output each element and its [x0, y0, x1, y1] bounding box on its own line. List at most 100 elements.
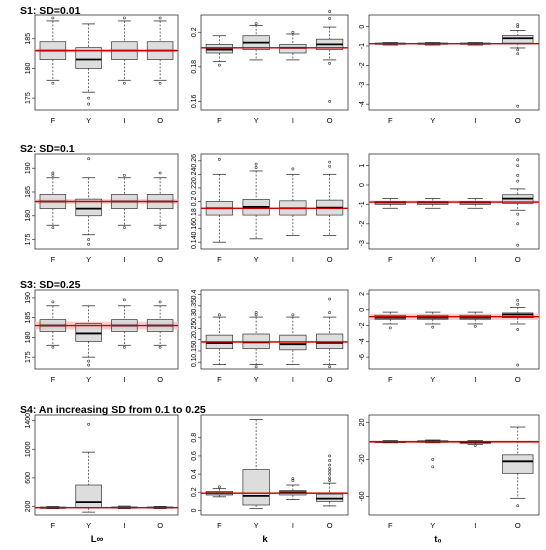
- outlier-4-0-0: [217, 158, 221, 161]
- y-tick-label-3-0: 175: [25, 234, 32, 246]
- y-tick-label-2-2: -2: [359, 62, 366, 68]
- outlier-7-1-1: [254, 311, 258, 314]
- y-tick-label-10-4: 0.8: [191, 433, 198, 443]
- category-label-9-0: F: [51, 521, 56, 530]
- y-tick-label-0-2: 185: [25, 33, 32, 45]
- category-label-10-2: I: [292, 521, 294, 530]
- y-tick-label-10-1: 0.2: [191, 487, 198, 497]
- column-label-k: k: [262, 534, 268, 545]
- outlier-11-1-0: [431, 458, 435, 461]
- category-label-7-3: O: [327, 375, 333, 384]
- category-label-5-2: I: [474, 255, 476, 264]
- outlier-3-1-1: [87, 238, 91, 241]
- y-tick-label-6-2: 185: [25, 312, 32, 324]
- y-tick-label-4-5: 0.24: [191, 167, 198, 181]
- outlier-6-3-1: [158, 345, 162, 349]
- y-tick-label-5-4: 1: [359, 164, 366, 168]
- category-label-11-3: O: [515, 521, 521, 530]
- category-label-3-1: Y: [86, 255, 91, 264]
- category-label-6-0: F: [51, 375, 56, 384]
- outlier-6-3-0: [158, 300, 162, 304]
- y-tick-label-0-1: 180: [25, 62, 32, 74]
- category-label-9-3: O: [157, 521, 163, 530]
- y-tick-label-10-0: 0: [191, 508, 198, 512]
- y-tick-label-5-1: -2: [359, 221, 366, 227]
- outlier-1-2-0: [291, 30, 295, 34]
- outlier-10-3-4: [328, 467, 332, 471]
- outlier-10-3-3: [328, 469, 332, 473]
- category-label-7-1: Y: [254, 375, 259, 384]
- category-label-5-0: F: [388, 255, 393, 264]
- y-tick-label-11-0: 20: [359, 418, 366, 426]
- outlier-0-0-1: [51, 81, 55, 85]
- outlier-0-2-0: [122, 16, 126, 20]
- outlier-7-1-2: [254, 365, 258, 369]
- category-label-10-3: O: [327, 521, 333, 530]
- category-label-8-3: O: [515, 375, 521, 384]
- outlier-10-2-0: [291, 479, 295, 482]
- outlier-1-3-2: [328, 61, 332, 65]
- outlier-10-3-6: [328, 459, 332, 462]
- category-label-9-1: Y: [86, 521, 91, 530]
- y-tick-label-0-0: 175: [25, 92, 32, 104]
- category-label-5-3: O: [515, 255, 521, 264]
- category-label-3-0: F: [51, 255, 56, 264]
- outlier-2-3-1: [516, 23, 520, 27]
- outlier-8-3-3: [516, 363, 520, 367]
- category-label-4-1: Y: [254, 255, 259, 264]
- row-title-s3: S3: SD=0.25: [20, 279, 81, 291]
- outlier-10-3-2: [328, 472, 332, 476]
- y-tick-label-3-3: 190: [25, 162, 32, 174]
- outlier-1-0-0: [217, 63, 221, 67]
- category-label-3-2: I: [123, 255, 125, 264]
- category-label-8-1: Y: [430, 375, 435, 384]
- panel-frame-8: [368, 289, 540, 370]
- y-tick-label-7-2: 0.2: [191, 335, 198, 345]
- outlier-10-3-0: [328, 479, 332, 482]
- box-0-1: [75, 47, 102, 69]
- outlier-0-1-0: [87, 96, 91, 100]
- y-tick-label-9-3: 1400: [25, 413, 32, 429]
- outlier-6-0-1: [51, 345, 55, 349]
- category-label-6-3: O: [157, 375, 163, 384]
- outlier-3-2-0: [122, 173, 126, 177]
- category-label-8-2: I: [474, 375, 476, 384]
- outlier-0-1-1: [87, 102, 91, 106]
- y-tick-label-5-2: -1: [359, 201, 366, 207]
- y-tick-label-2-3: -1: [359, 43, 366, 49]
- category-label-1-3: O: [327, 116, 333, 125]
- y-tick-label-3-2: 185: [25, 186, 32, 198]
- box-11-3: [502, 454, 534, 474]
- category-label-8-0: F: [388, 375, 393, 384]
- outlier-7-2-0: [291, 313, 295, 317]
- y-tick-label-5-0: -3: [359, 240, 366, 246]
- category-label-0-1: Y: [86, 116, 91, 125]
- outlier-0-0-0: [51, 16, 55, 20]
- y-tick-label-1-0: 0.16: [191, 94, 198, 108]
- box-10-1: [242, 469, 270, 506]
- outlier-1-3-3: [328, 99, 332, 103]
- outlier-5-3-4: [516, 212, 520, 216]
- outlier-10-2-1: [291, 477, 295, 481]
- y-tick-label-9-0: 200: [25, 500, 32, 512]
- outlier-10-3-7: [328, 454, 332, 458]
- y-tick-label-4-4: 0.22: [191, 181, 198, 195]
- y-tick-label-6-1: 180: [25, 331, 32, 343]
- category-label-4-2: I: [292, 255, 294, 264]
- panel-frame-9: [34, 414, 179, 516]
- outlier-8-3-0: [516, 302, 520, 306]
- outlier-3-0-2: [51, 226, 55, 230]
- category-label-5-1: Y: [430, 255, 435, 264]
- outlier-7-0-0: [217, 313, 221, 317]
- panel-frame-1: [200, 14, 349, 111]
- y-tick-label-11-1: -20: [359, 454, 366, 464]
- y-tick-label-3-1: 180: [25, 210, 32, 222]
- outlier-4-1-0: [254, 166, 258, 169]
- box-6-1: [75, 323, 102, 342]
- outlier-2-3-2: [516, 48, 520, 52]
- outlier-1-3-1: [328, 10, 332, 13]
- outlier-6-2-1: [122, 345, 126, 349]
- y-tick-label-4-0: 0.14: [191, 235, 198, 249]
- category-label-7-2: I: [292, 375, 294, 384]
